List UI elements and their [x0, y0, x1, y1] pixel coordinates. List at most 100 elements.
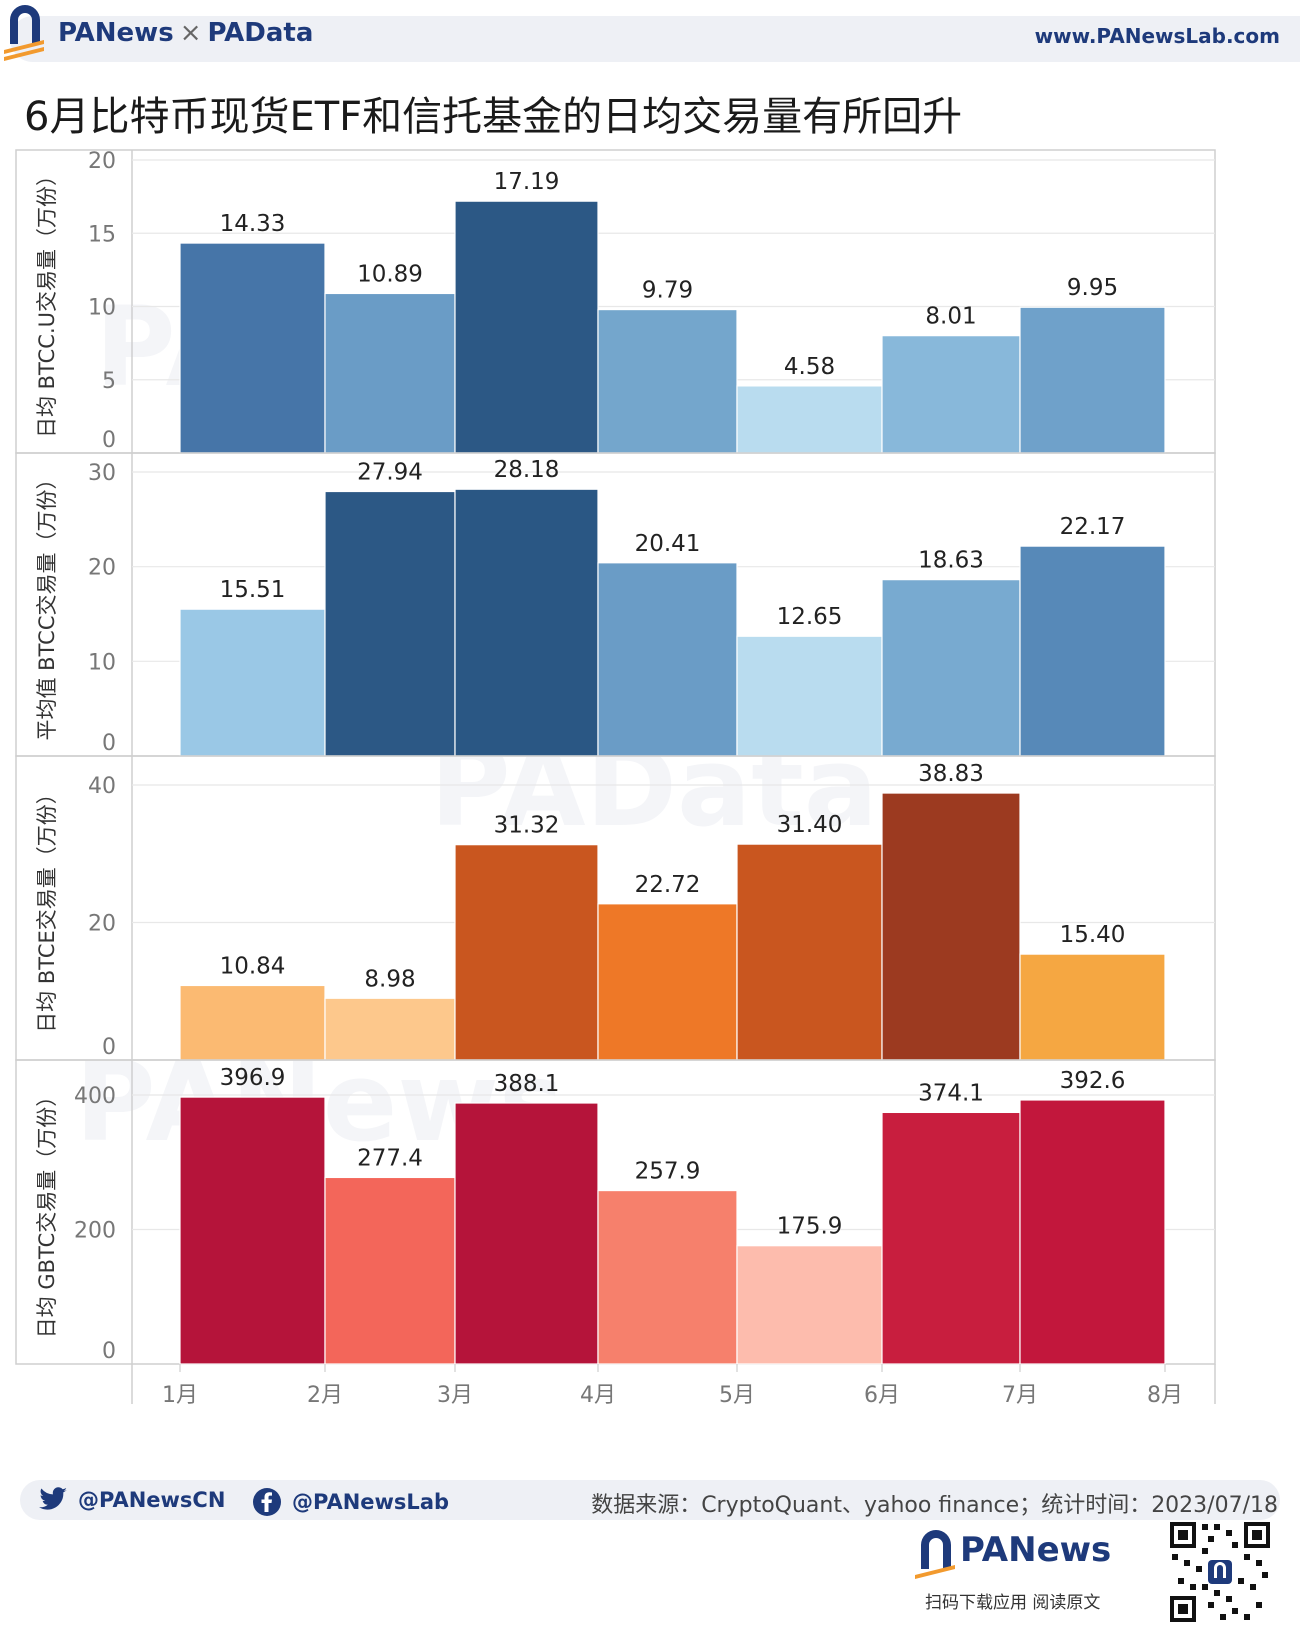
bar-btce-7[interactable] — [1019, 953, 1166, 1061]
x-tick-label: 7月 — [1002, 1383, 1038, 1408]
panews-logo-icon — [4, 5, 44, 61]
data-label: 10.89 — [357, 261, 423, 287]
data-label: 9.95 — [1067, 275, 1118, 301]
y-tick-label: 30 — [88, 461, 116, 486]
brand-url[interactable]: www.PANewsLab.com — [1034, 24, 1280, 48]
y-tick-label: 10 — [88, 296, 116, 321]
bar-btcc-6[interactable] — [881, 579, 1021, 757]
bar-gbtc-4[interactable] — [597, 1189, 738, 1365]
bar-btce-3[interactable] — [454, 844, 599, 1061]
y-tick-label: 15 — [88, 222, 116, 247]
panel-btcc: 0 10 20 30 平均值 BTCC交易量（万份） 15.51 27.94 28.18 20.… — [15, 452, 1216, 757]
y-tick-label: 0 — [102, 1339, 116, 1364]
data-label: 20.41 — [635, 531, 701, 557]
x-tick-label: 4月 — [580, 1383, 616, 1408]
bar-btcc-u-1[interactable] — [179, 242, 326, 454]
bar-btcc-1[interactable] — [179, 608, 326, 757]
twitter-handle-text: @PANewsCN — [78, 1488, 226, 1512]
qr-code-icon[interactable] — [1168, 1520, 1272, 1624]
y-tick-label: 0 — [102, 1035, 116, 1060]
bar-btce-5[interactable] — [736, 843, 883, 1061]
data-label: 8.98 — [364, 966, 415, 992]
x-tick-label: 5月 — [719, 1383, 755, 1408]
app-logo-icon — [915, 1530, 955, 1579]
y-tick-label: 20 — [88, 912, 116, 937]
y-tick-label: 10 — [88, 650, 116, 675]
facebook-icon — [253, 1488, 281, 1516]
data-source: 数据来源：CryptoQuant、yahoo finance；统计时间：2023… — [591, 1493, 1278, 1518]
data-label: 31.40 — [777, 812, 843, 838]
brand-panews: PANews — [58, 18, 174, 48]
bar-gbtc-5[interactable] — [736, 1245, 883, 1365]
data-label: 388.1 — [494, 1071, 560, 1097]
footer-bar — [20, 1480, 1280, 1520]
bar-gbtc-6[interactable] — [881, 1111, 1021, 1365]
y-axis-title: 日均 BTCE交易量（万份） — [35, 783, 59, 1033]
data-label: 392.6 — [1060, 1068, 1126, 1094]
data-label: 18.63 — [918, 548, 984, 574]
data-label: 15.51 — [220, 577, 286, 603]
y-tick-label: 200 — [74, 1219, 116, 1244]
bar-btcc-u-3[interactable] — [454, 200, 599, 454]
x-tick-label: 6月 — [864, 1383, 900, 1408]
twitter-handle[interactable]: @PANewsCN — [38, 1487, 225, 1513]
bar-gbtc-1[interactable] — [179, 1096, 326, 1365]
y-tick-label: 0 — [102, 731, 116, 756]
y-tick-label: 20 — [88, 149, 116, 174]
data-label: 10.84 — [220, 953, 286, 979]
data-label: 38.83 — [918, 761, 984, 787]
twitter-icon — [39, 1487, 67, 1510]
data-label: 8.01 — [925, 304, 976, 330]
brand-padata: PAData — [207, 18, 314, 48]
bar-btce-2[interactable] — [324, 997, 456, 1061]
app-name: PANews — [960, 1530, 1112, 1570]
brand-separator: × — [179, 18, 202, 48]
bar-btcc-u-5[interactable] — [736, 385, 883, 454]
y-axis-title: 日均 BTCC.U交易量（万份） — [35, 165, 59, 438]
data-label: 14.33 — [220, 211, 286, 237]
data-label: 175.9 — [777, 1214, 843, 1240]
data-label: 396.9 — [220, 1065, 286, 1091]
bar-btcc-u-4[interactable] — [597, 308, 738, 454]
chart-title: 6月比特币现货ETF和信托基金的日均交易量有所回升 — [24, 94, 963, 140]
bar-btcc-u-6[interactable] — [881, 335, 1021, 454]
facebook-handle-text: @PANewsLab — [292, 1490, 450, 1514]
bar-btcc-u-2[interactable] — [324, 292, 456, 454]
app-caption: 扫码下载应用 阅读原文 — [925, 1593, 1101, 1613]
bar-btcc-4[interactable] — [597, 562, 738, 757]
bar-gbtc-2[interactable] — [324, 1176, 456, 1365]
x-tick-label: 8月 — [1147, 1383, 1183, 1408]
x-tick-label: 2月 — [307, 1383, 343, 1408]
data-label: 9.79 — [642, 278, 693, 304]
bar-btcc-5[interactable] — [736, 635, 883, 757]
data-label: 374.1 — [918, 1080, 984, 1106]
panel-gbtc: 0 200 400 日均 GBTC交易量（万份） 396.9 277.4 388.1 257.… — [15, 1059, 1216, 1365]
data-label: 17.19 — [494, 169, 560, 195]
bar-btcc-2[interactable] — [324, 490, 456, 757]
bar-btce-4[interactable] — [597, 903, 738, 1061]
y-tick-label: 20 — [88, 556, 116, 581]
bar-btcc-3[interactable] — [454, 488, 599, 757]
data-label: 277.4 — [357, 1145, 423, 1171]
y-tick-label: 0 — [102, 428, 116, 453]
bar-btcc-u-7[interactable] — [1019, 306, 1166, 454]
data-label: 257.9 — [635, 1159, 701, 1185]
bar-btce-1[interactable] — [179, 984, 326, 1061]
data-label: 22.17 — [1060, 514, 1126, 540]
bar-btce-6[interactable] — [881, 792, 1021, 1061]
data-label: 12.65 — [777, 604, 843, 630]
y-tick-label: 40 — [88, 774, 116, 799]
bar-gbtc-7[interactable] — [1019, 1099, 1166, 1365]
bar-btcc-7[interactable] — [1019, 545, 1166, 757]
data-label: 27.94 — [357, 460, 423, 486]
x-tick-label: 3月 — [437, 1383, 473, 1408]
facebook-handle[interactable]: @PANewsLab — [252, 1487, 449, 1517]
brand-title: PANews × PAData — [58, 18, 313, 48]
data-label: 31.32 — [494, 813, 560, 839]
data-label: 22.72 — [635, 872, 701, 898]
data-label: 28.18 — [494, 457, 560, 483]
y-axis-title: 平均值 BTCC交易量（万份） — [35, 468, 59, 740]
y-tick-label: 400 — [74, 1084, 116, 1109]
bar-gbtc-3[interactable] — [454, 1102, 599, 1365]
